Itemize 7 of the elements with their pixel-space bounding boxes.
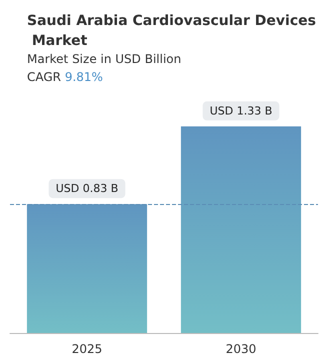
x-tick-label: 2030 xyxy=(226,342,256,356)
chart-subtitle: Market Size in USD Billion xyxy=(27,52,182,66)
chart-title: Saudi Arabia Cardiovascular Devices Market xyxy=(27,13,316,49)
data-label: USD 0.83 B xyxy=(56,182,118,196)
data-label: USD 1.33 B xyxy=(210,104,272,118)
text: CAGR 9.81% xyxy=(27,70,103,84)
x-tick-label: 2025 xyxy=(72,342,102,356)
